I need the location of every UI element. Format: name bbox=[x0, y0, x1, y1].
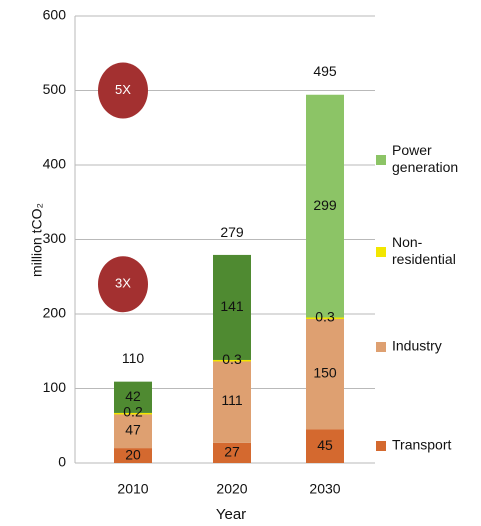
annotation: 3X bbox=[115, 276, 131, 291]
legend-line: Non- bbox=[392, 234, 423, 250]
total-label: 495 bbox=[313, 63, 337, 79]
data-label: 111 bbox=[221, 392, 242, 408]
legend-label: Transport bbox=[392, 437, 452, 453]
data-label: 45 bbox=[317, 437, 333, 453]
bar-segment bbox=[213, 359, 251, 362]
data-label: 299 bbox=[313, 197, 337, 213]
y-tick-label: 100 bbox=[43, 379, 67, 395]
legend-label: Non-residential bbox=[392, 234, 456, 267]
legend-swatch bbox=[376, 441, 386, 451]
annotation-oval bbox=[98, 62, 148, 119]
y-tick-label: 400 bbox=[43, 156, 67, 172]
bar-segment bbox=[114, 448, 152, 463]
legend-line: residential bbox=[392, 251, 456, 267]
x-tick-label: 2020 bbox=[216, 481, 247, 497]
bar-segment bbox=[213, 254, 251, 360]
data-label: 20 bbox=[125, 446, 141, 462]
total-label: 279 bbox=[220, 224, 244, 240]
bar-segment bbox=[306, 317, 344, 430]
annotation-oval bbox=[98, 256, 148, 313]
data-label: 0.3 bbox=[315, 308, 335, 324]
data-label: 150 bbox=[313, 364, 337, 380]
legend-label: Industry bbox=[392, 338, 442, 354]
y-tick-label: 200 bbox=[43, 305, 67, 321]
legend-line: generation bbox=[392, 159, 458, 175]
bar-segment bbox=[306, 94, 344, 318]
y-tick-label: 300 bbox=[43, 230, 67, 246]
y-axis-label: million tCO₂ bbox=[29, 203, 45, 277]
data-label: 47 bbox=[125, 421, 141, 437]
bar-segment bbox=[213, 442, 251, 463]
y-tick-label: 600 bbox=[43, 7, 67, 23]
legend-line: Power bbox=[392, 142, 436, 158]
bar-segment bbox=[306, 317, 344, 320]
bar-segment bbox=[114, 412, 152, 415]
data-label: 141 bbox=[220, 298, 244, 314]
bar-segment bbox=[114, 413, 152, 449]
data-label: 27 bbox=[224, 444, 240, 460]
data-label: 42 bbox=[125, 388, 141, 404]
data-label: 0.2 bbox=[123, 404, 143, 420]
data-label: 0.3 bbox=[222, 351, 242, 367]
legend-swatch bbox=[376, 247, 386, 257]
x-axis-label: Year bbox=[216, 506, 246, 523]
legend-swatch bbox=[376, 155, 386, 165]
bar-segment bbox=[213, 360, 251, 443]
total-label: 110 bbox=[122, 350, 145, 366]
legend-swatch bbox=[376, 342, 386, 352]
bar-segment bbox=[114, 381, 152, 413]
y-tick-label: 0 bbox=[58, 454, 66, 470]
y-tick-label: 500 bbox=[43, 81, 67, 97]
annotation: 5X bbox=[115, 82, 131, 97]
x-tick-label: 2010 bbox=[117, 481, 148, 497]
bar-segment bbox=[306, 429, 344, 463]
x-tick-label: 2030 bbox=[309, 481, 340, 497]
legend-label: Power generation bbox=[392, 142, 458, 175]
